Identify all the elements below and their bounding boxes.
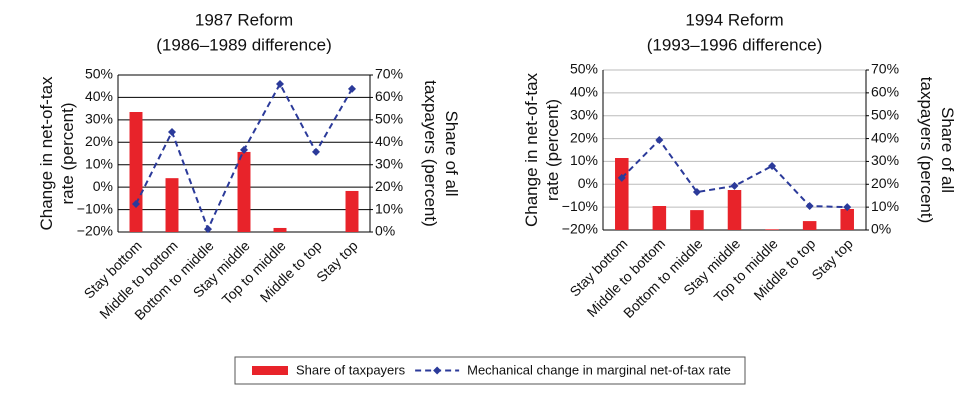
line-marker [617,173,626,182]
y-tick-label: −20% [562,221,598,237]
bar [765,229,779,230]
line-marker [805,202,814,210]
y2-tick-label: 50% [871,106,899,122]
line-marker [843,203,852,212]
y2-tick-label: 30% [375,155,403,171]
line-marker [655,135,664,144]
bar [237,151,251,232]
chart-subtitle: (1986–1989 difference) [156,35,332,54]
x-tick-label: Stay top [808,235,856,283]
chart-subtitle: (1993–1996 difference) [647,35,823,54]
line-marker [132,199,140,208]
y-tick-label: 20% [85,133,113,149]
y2-tick-label: 40% [375,133,403,149]
y-tick-label: 0% [578,175,598,191]
bar [615,158,629,230]
line-marker [276,79,284,88]
y-axis-label: Change in net-of-tax rate (percent) [37,76,77,231]
chart-title: 1994 Reform [685,10,783,29]
legend-label: Share of taxpayers [296,362,406,377]
y2-tick-label: 30% [871,152,899,168]
bar [165,178,179,232]
bar [273,227,287,232]
y-axis-label-line: rate (percent) [543,99,562,201]
bar [690,210,704,230]
bar [802,221,817,230]
y2-tick-label: 10% [375,200,403,216]
y2-tick-label: 70% [871,61,899,77]
y-tick-label: 50% [570,61,598,77]
line-marker [240,145,248,154]
y-tick-label: −10% [562,198,598,214]
y2-axis-label: Share of alltaxpayers (percent) [917,77,957,223]
line-marker [168,127,176,136]
y-tick-label: −10% [77,200,113,216]
y2-tick-label: 70% [375,66,403,82]
legend-swatch [252,366,288,375]
y-tick-label: 40% [570,84,598,100]
y2-tick-label: 60% [871,84,899,100]
y2-tick-label: 10% [871,198,899,214]
y2-tick-label: 60% [375,88,403,104]
y2-axis-label-line: Share of all [442,111,461,197]
y-tick-label: 50% [85,66,113,82]
y-tick-label: 20% [570,129,598,145]
y-tick-label: 30% [570,106,598,122]
bar [345,190,359,232]
y-axis-label-line: Change in net-of-tax [37,76,56,231]
y-tick-label: 10% [85,155,113,171]
y2-tick-label: 50% [375,111,403,127]
y-tick-label: 40% [85,88,113,104]
line-marker [348,84,356,93]
line-marker [692,188,701,197]
y2-axis-label-line: Share of all [938,107,957,193]
legend-label: Mechanical change in marginal net-of-tax… [467,362,731,377]
y2-tick-label: 40% [871,129,899,145]
bar [652,206,667,230]
bar [840,208,854,230]
y-tick-label: −20% [77,223,113,239]
line-marker [768,162,777,170]
y-axis-label-line: Change in net-of-tax [522,72,541,227]
y2-tick-label: 0% [375,223,395,239]
line-marker [204,225,212,234]
bar [727,190,742,230]
y2-axis-label-line: taxpayers (percent) [421,80,440,226]
y2-tick-label: 0% [871,221,891,237]
y-tick-label: 0% [93,178,113,194]
y2-tick-label: 20% [375,178,403,194]
y-tick-label: 10% [570,152,598,168]
y-axis-label: Change in net-of-tax rate (percent) [522,72,562,227]
line-marker [730,181,739,190]
bar [129,112,143,232]
chart-title: 1987 Reform [195,10,293,29]
line-marker [312,147,320,156]
y2-axis-label-line: taxpayers (percent) [917,77,936,223]
legend-box [234,356,746,385]
y2-axis-label: Share of alltaxpayers (percent) [421,80,461,226]
y-tick-label: 30% [85,111,113,127]
y2-tick-label: 20% [871,175,899,191]
y-axis-label-line: rate (percent) [58,102,77,204]
legend-swatch-marker [433,366,442,375]
